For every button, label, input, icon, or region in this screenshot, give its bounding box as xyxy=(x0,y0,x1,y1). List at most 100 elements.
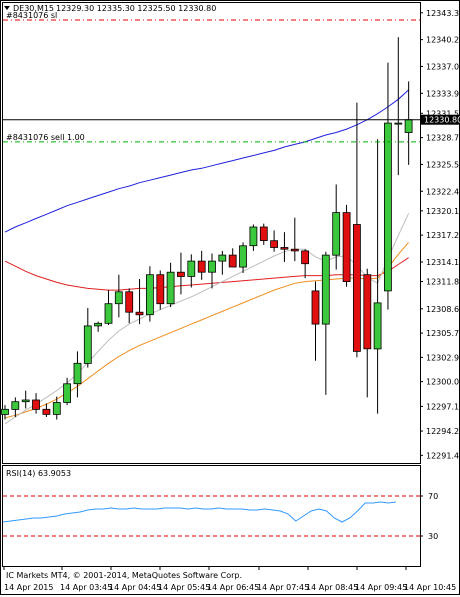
candle-body xyxy=(197,260,206,273)
candle xyxy=(290,217,299,262)
rsi-label: RSI(14) 63.9053 xyxy=(6,469,71,478)
candle xyxy=(73,351,82,398)
x-tick-label: 14 Apr 07:45 xyxy=(257,583,309,592)
x-tick-label: 14 Apr 03:45 xyxy=(60,583,112,592)
candle xyxy=(373,139,382,414)
y-tick-label: 12333.90 xyxy=(426,89,460,98)
rsi-line xyxy=(2,501,397,523)
candle xyxy=(352,102,361,358)
candle xyxy=(363,268,372,398)
candle-body xyxy=(249,226,258,247)
y-tick-label: 12300.05 xyxy=(426,378,460,387)
candle-body xyxy=(332,212,341,256)
y-tick-label: 12311.80 xyxy=(426,278,460,287)
candle xyxy=(332,184,341,270)
candle-body xyxy=(83,325,92,364)
candle xyxy=(11,397,20,417)
candle xyxy=(52,396,61,420)
ma-line-1 xyxy=(4,89,409,233)
candle-body xyxy=(73,362,82,385)
y-tick-label: 12325.55 xyxy=(426,160,460,169)
y-tick-label: 12343.35 xyxy=(426,9,460,18)
main-panel-frame xyxy=(2,2,421,464)
candle xyxy=(94,321,102,332)
candle xyxy=(342,204,351,287)
ohlc-label: 12329.30 12335.30 12325.50 12330.80 xyxy=(56,4,216,13)
candle xyxy=(197,250,206,280)
candle xyxy=(83,307,92,368)
footer-copyright: IC Markets MT4, © 2001-2014, MetaQuotes … xyxy=(6,571,242,580)
y-tick-label: 12305.75 xyxy=(426,329,460,338)
candle xyxy=(42,403,51,417)
candle xyxy=(208,253,216,289)
candle xyxy=(176,252,185,295)
candle xyxy=(145,266,154,322)
candle-body xyxy=(383,122,392,292)
order-label-1: #8431076 sl xyxy=(6,11,57,20)
candle-body xyxy=(42,408,51,415)
candle-body xyxy=(1,408,9,415)
candle xyxy=(228,248,237,268)
candle-body xyxy=(290,248,299,252)
candle xyxy=(1,405,9,420)
x-tick-label: 14 Apr 05:45 xyxy=(158,583,210,592)
x-tick-label: 14 Apr 08:45 xyxy=(306,583,358,592)
candle xyxy=(166,262,175,308)
candle xyxy=(311,281,320,361)
candle-body xyxy=(114,291,123,305)
symbol-label: DE30,M15 xyxy=(13,4,54,13)
candle xyxy=(187,254,196,288)
y-tick-label: 12328.70 xyxy=(426,134,460,143)
y-tick-label: 12294.25 xyxy=(426,427,460,436)
candle-body xyxy=(52,402,61,415)
y-tick-label: 12337.05 xyxy=(426,62,460,71)
candle-body xyxy=(342,212,351,283)
candle xyxy=(239,242,247,274)
x-tick-label: 14 Apr 09:45 xyxy=(355,583,407,592)
order-label-2: #8431076 sell 1.00 xyxy=(6,133,85,142)
candle-body xyxy=(63,383,71,403)
candle-body xyxy=(404,119,413,133)
y-tick-label: 12302.90 xyxy=(426,353,460,362)
candle-body xyxy=(259,226,268,242)
y-tick-label: 12317.25 xyxy=(426,231,460,240)
x-tick-label: 14 Apr 06:45 xyxy=(207,583,259,592)
candle-body xyxy=(21,399,30,403)
candle-body xyxy=(156,274,165,305)
ma-line-2 xyxy=(4,257,409,291)
current-price-tag-label: 12330.80 xyxy=(424,116,460,125)
candle-body xyxy=(352,224,361,352)
candle xyxy=(104,290,113,325)
candle-body xyxy=(280,247,289,250)
y-tick-label: 12308.60 xyxy=(426,305,460,314)
candle-body xyxy=(301,250,310,265)
candle xyxy=(321,251,330,395)
x-tick-label: 14 Apr 10:45 xyxy=(404,583,456,592)
candle xyxy=(218,250,227,275)
candle-body xyxy=(166,271,175,305)
candle xyxy=(383,62,392,310)
candle-body xyxy=(176,271,185,277)
y-tick-label: 12320.10 xyxy=(426,207,460,216)
dropdown-arrow-icon[interactable] xyxy=(4,6,10,10)
y-tick-label: 12322.40 xyxy=(426,187,460,196)
ma-line-4 xyxy=(4,213,410,425)
candle-body xyxy=(135,311,144,316)
candle xyxy=(32,393,40,414)
rsi-panel-frame xyxy=(2,465,421,567)
y-tick-label: 12340.20 xyxy=(426,36,460,45)
candle-body xyxy=(239,245,247,268)
candle-body xyxy=(32,399,40,410)
current-price-tag xyxy=(420,114,460,125)
candle xyxy=(21,390,30,409)
y-tick-label: 12314.10 xyxy=(426,258,460,267)
y-tick-label: 12331.55 xyxy=(426,109,460,118)
ma-line-3 xyxy=(4,242,409,419)
candle xyxy=(63,377,71,406)
candle-body xyxy=(104,303,113,324)
x-tick-label: 14 Apr 04:45 xyxy=(109,583,161,592)
candle xyxy=(249,224,258,251)
candle-body xyxy=(321,254,330,325)
candle xyxy=(156,270,165,310)
candle xyxy=(280,232,289,262)
